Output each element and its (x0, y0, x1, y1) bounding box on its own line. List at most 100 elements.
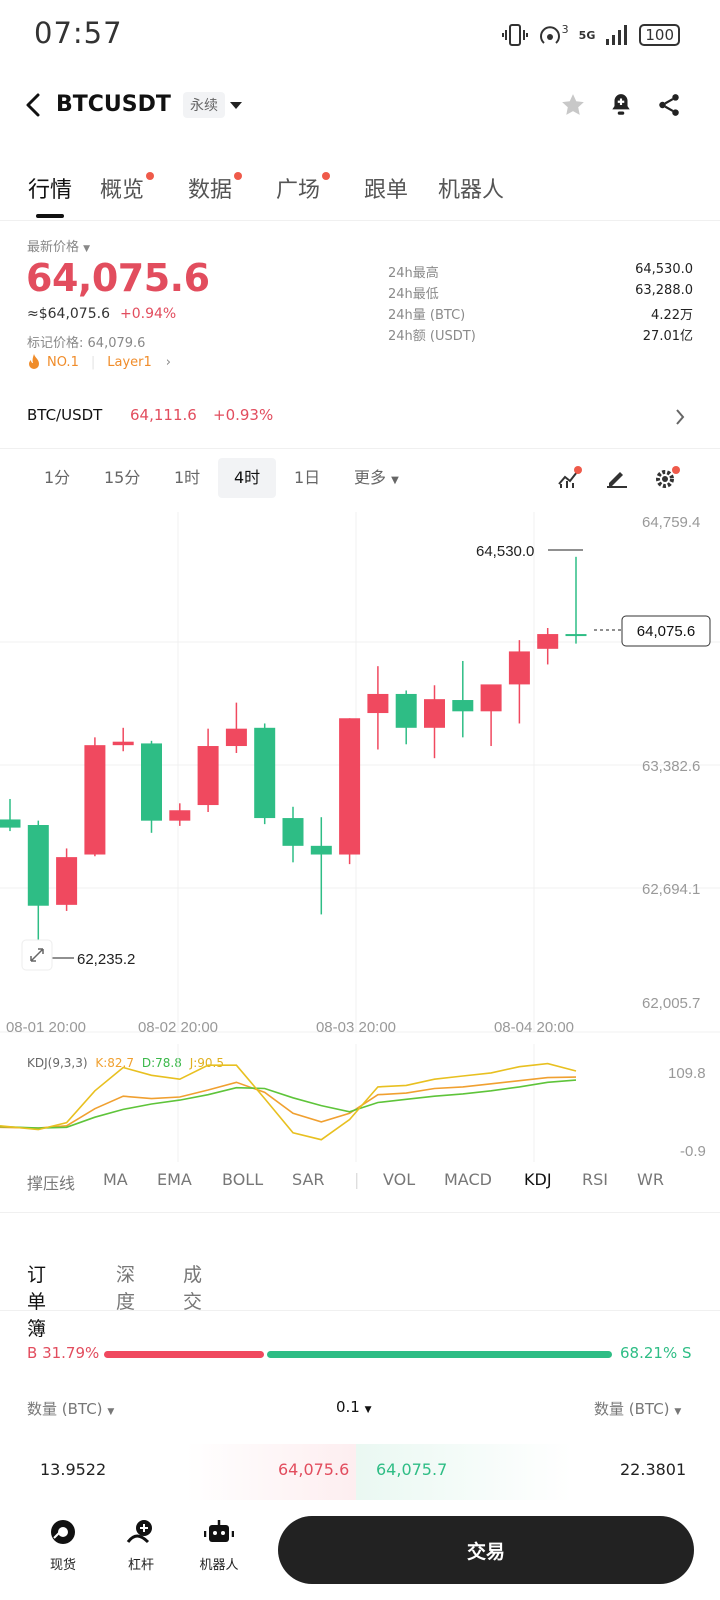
divider: | (90, 354, 96, 370)
indicator-macd[interactable]: MACD (444, 1170, 492, 1189)
indicator-sar[interactable]: SAR (292, 1170, 325, 1189)
back-button[interactable] (22, 92, 46, 122)
candle-body (480, 684, 502, 712)
indicator-wr[interactable]: WR (637, 1170, 664, 1189)
candle-body (84, 745, 106, 855)
candle-body (339, 718, 361, 855)
ranking-row[interactable]: NO.1 | Layer1 › (27, 354, 171, 370)
fire-icon (29, 354, 39, 369)
candle-body (169, 810, 191, 821)
indicator-support-resistance[interactable]: 撑压线 (27, 1174, 76, 1193)
buy-bar (104, 1351, 264, 1358)
divider (0, 1212, 720, 1213)
stat-24h-turnover: 24h额 (USDT) 27.01亿 (388, 329, 693, 344)
last-price: 64,075.6 (26, 256, 210, 300)
indicator-tabs: 撑压线 MA EMA BOLL SAR | VOL MACD KDJ RSI W… (0, 1170, 720, 1210)
candle-body (112, 741, 134, 746)
share-button[interactable] (654, 90, 684, 120)
y-tick-label: 62,694.1 (642, 881, 700, 898)
indicator-settings-button[interactable] (556, 464, 584, 496)
interval-1d[interactable]: 1日 (294, 468, 321, 487)
kdj-k-line (0, 1076, 577, 1129)
nav-bots[interactable]: 机器人 (184, 1518, 254, 1573)
favorite-button[interactable] (558, 90, 588, 120)
caret-down-icon: ▼ (674, 1407, 682, 1417)
high-price-label: 64,530.0 (476, 543, 534, 560)
bell-plus-icon (612, 94, 630, 115)
candle-body (56, 857, 78, 905)
qty-column-header-left[interactable]: 数量 (BTC) ▼ (27, 1400, 115, 1418)
interval-1h[interactable]: 1时 (174, 468, 201, 487)
notification-dot (146, 172, 155, 180)
tab-overview[interactable]: 概览 (100, 172, 155, 204)
tab-copy-trading[interactable]: 跟单 (364, 178, 409, 203)
interval-4h[interactable]: 4时 (218, 458, 277, 498)
robot-icon (203, 1520, 235, 1542)
chart-settings-button[interactable] (652, 464, 682, 496)
mark-price: 标记价格: 64,079.6 (27, 336, 146, 351)
fullscreen-button[interactable] (21, 939, 53, 971)
y-axis-labels: 64,759.4 63,382.6 62,694.1 62,005.7 (642, 514, 700, 1012)
indicator-rsi[interactable]: RSI (582, 1170, 608, 1189)
notification-dot (234, 172, 243, 180)
bid-price: 64,075.6 (278, 1460, 350, 1479)
system-icons: 3 5G 100 (501, 20, 680, 50)
candlestick-chart[interactable]: 64,759.4 63,382.6 62,694.1 62,005.7 08-0… (0, 512, 720, 1040)
trade-button[interactable]: 交易 (278, 1516, 694, 1584)
interval-15m[interactable]: 15分 (104, 468, 141, 487)
x-axis-labels: 08-01 20:00 08-02 20:00 08-03 20:00 08-0… (6, 1019, 574, 1036)
y-tick-label: 62,005.7 (642, 995, 700, 1012)
indicator-vol[interactable]: VOL (383, 1170, 416, 1189)
indicator-ma[interactable]: MA (103, 1170, 128, 1189)
stat-24h-low: 24h最低 63,288.0 (388, 283, 693, 302)
tab-square[interactable]: 广场 (276, 172, 331, 204)
spot-pair-row[interactable]: BTC/USDT 64,111.6 +0.93% (0, 396, 720, 449)
candle-body (508, 651, 530, 685)
indicator-boll[interactable]: BOLL (222, 1170, 264, 1189)
indicator-ema[interactable]: EMA (157, 1170, 192, 1189)
tab-market[interactable]: 行情 (28, 178, 73, 203)
price-alert-button[interactable] (606, 90, 636, 120)
current-price-label: 64,075.6 (637, 623, 695, 640)
spot-pair-change: +0.93% (213, 406, 274, 424)
candle-body (254, 727, 276, 819)
price-change: +0.94% (120, 306, 177, 322)
chevron-down-icon[interactable] (230, 102, 242, 109)
tab-data[interactable]: 数据 (188, 172, 243, 204)
orderbook-row[interactable]: 13.9522 64,075.6 64,075.7 22.3801 (0, 1444, 720, 1500)
battery-icon: 100 (639, 24, 680, 46)
interval-1m[interactable]: 1分 (44, 468, 71, 487)
kdj-chart[interactable]: 109.8 -0.9 (0, 1044, 720, 1162)
stat-24h-high: 24h最高 64,530.0 (388, 262, 693, 281)
tab-orderbook[interactable]: 订单簿 (27, 1264, 47, 1340)
precision-selector[interactable]: 0.1 ▼ (336, 1398, 372, 1416)
rank-badge: NO.1 (47, 354, 79, 370)
sell-bar (267, 1351, 612, 1358)
tab-bots[interactable]: 机器人 (438, 178, 505, 203)
low-marker: 62,235.2 (42, 951, 135, 968)
candle-body (27, 825, 49, 906)
vibrate-icon (501, 24, 528, 46)
nav-margin[interactable]: 杠杆 (106, 1518, 176, 1573)
candle-body (225, 728, 247, 747)
symbol-title[interactable]: BTCUSDT (56, 92, 171, 117)
main-tabs: 行情 概览 数据 广场 跟单 机器人 (0, 160, 720, 221)
qty-column-header-right[interactable]: 数量 (BTC) ▼ (594, 1400, 682, 1418)
status-time: 07:57 (34, 16, 123, 50)
candle-body (395, 693, 417, 728)
drawing-tools-button[interactable] (604, 464, 630, 494)
interval-more[interactable]: 更多 ▼ (354, 468, 399, 487)
spot-pair-price: 64,111.6 (130, 406, 197, 424)
tab-trades[interactable]: 成交 (183, 1264, 203, 1313)
candle-body (282, 818, 304, 846)
contract-type-badge[interactable]: 永续 (183, 92, 225, 118)
expand-icon (30, 948, 44, 962)
candle-body (310, 845, 332, 855)
nav-spot[interactable]: 现货 (28, 1518, 98, 1573)
buy-sell-ratio-bar (104, 1351, 612, 1358)
last-price-label[interactable]: 最新价格 ▼ (27, 240, 91, 255)
interval-selector: 1分 15分 1时 4时 1日 更多 ▼ (0, 458, 720, 514)
candle-body (197, 746, 219, 806)
indicator-kdj[interactable]: KDJ (524, 1170, 552, 1189)
tab-depth[interactable]: 深度 (116, 1264, 136, 1313)
